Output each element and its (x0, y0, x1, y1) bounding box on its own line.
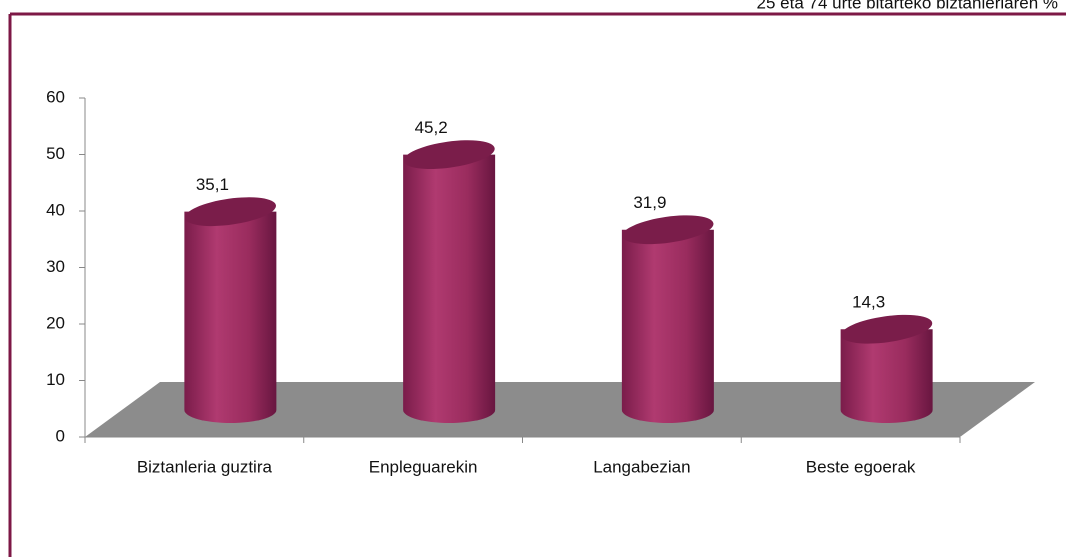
cylinder-body (403, 154, 496, 424)
y-tick-label: 50 (46, 144, 65, 163)
cylinder-top (184, 197, 276, 227)
floor (85, 382, 1035, 437)
x-tick-label: Biztanleria guztira (137, 457, 273, 476)
y-tick-label: 0 (56, 426, 65, 445)
cylinder-top (403, 140, 495, 169)
x-tick-label: Enpleguarekin (369, 457, 478, 476)
value-label: 45,2 (415, 118, 448, 137)
cylinder-body (184, 211, 277, 424)
cylinder-top (841, 314, 933, 344)
value-label: 31,9 (633, 193, 666, 212)
y-tick-label: 40 (46, 200, 65, 219)
cylinder-top (622, 215, 714, 245)
x-tick-label: Beste egoerak (806, 457, 916, 476)
y-tick-label: 10 (46, 370, 65, 389)
value-label: 35,1 (196, 175, 229, 194)
y-tick-label: 20 (46, 313, 65, 332)
chart-title: 25 eta 74 urte bitarteko biztanleriaren … (757, 0, 1058, 12)
x-tick-label: Langabezian (593, 457, 690, 476)
value-label: 14,3 (852, 293, 885, 312)
y-tick-label: 30 (46, 257, 65, 276)
cylinder-body (840, 329, 933, 424)
cylinder-body (621, 229, 714, 424)
y-tick-label: 60 (46, 87, 65, 106)
